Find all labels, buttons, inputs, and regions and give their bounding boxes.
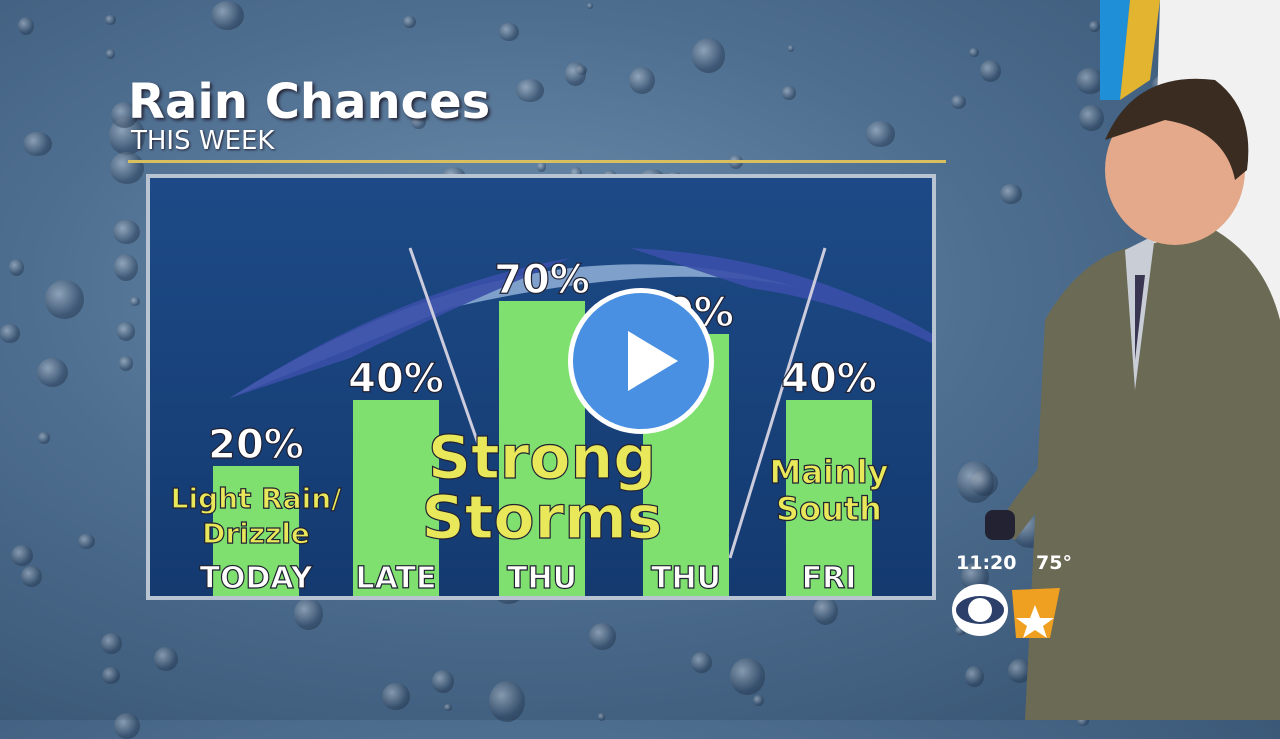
raindrop: [403, 15, 416, 29]
raindrop: [114, 253, 139, 282]
category-label: THU: [651, 561, 721, 596]
raindrop: [106, 49, 115, 59]
bar: [353, 400, 439, 596]
category-label: THU: [507, 561, 577, 596]
raindrop: [729, 657, 765, 696]
category-label: TODAY: [200, 561, 314, 596]
raindrop: [0, 324, 20, 343]
annotation: Storms: [422, 483, 663, 553]
raindrop: [964, 665, 984, 687]
data-label: 40%: [348, 356, 444, 402]
chart-panel: 20%TODAY40%LATETONIGHT70%THUAM60%THUPM40…: [146, 174, 936, 600]
raindrop: [597, 713, 606, 721]
raindrop: [101, 666, 120, 685]
raindrop: [782, 85, 796, 100]
raindrop: [294, 597, 323, 630]
raindrop: [628, 67, 655, 95]
raindrop: [110, 151, 144, 184]
raindrop: [787, 45, 795, 52]
raindrop: [866, 121, 895, 147]
raindrop: [45, 280, 84, 319]
raindrop: [589, 623, 617, 650]
data-label: 70%: [494, 257, 590, 303]
annotation: Light Rain/: [171, 482, 343, 515]
raindrop: [77, 533, 95, 549]
raindrop: [117, 322, 135, 341]
raindrop: [1000, 183, 1022, 205]
annotation: Drizzle: [202, 517, 310, 550]
raindrop: [410, 114, 427, 130]
raindrop: [691, 652, 713, 673]
category-label: TONIGHT: [320, 595, 473, 596]
data-label: 20%: [208, 422, 304, 468]
raindrop: [813, 597, 838, 626]
raindrop: [23, 131, 52, 156]
raindrop: [104, 15, 117, 26]
raindrop: [499, 22, 520, 42]
raindrop: [37, 357, 68, 387]
category-label: PM: [660, 595, 712, 596]
raindrop: [210, 0, 244, 30]
play-button[interactable]: [568, 288, 714, 434]
page-title: Rain Chances: [128, 74, 491, 130]
raindrop: [753, 694, 764, 706]
raindrop: [691, 37, 726, 73]
raindrop: [114, 713, 141, 739]
category-label: AM: [515, 595, 568, 596]
bar: [213, 466, 299, 596]
raindrop: [382, 683, 410, 710]
raindrop: [956, 461, 995, 503]
raindrop: [536, 161, 547, 172]
raindrop: [37, 432, 51, 444]
page-subtitle: THIS WEEK: [131, 126, 275, 156]
bar: [786, 400, 872, 596]
raindrop: [1007, 658, 1031, 683]
raindrop: [586, 2, 593, 9]
raindrop: [112, 219, 141, 244]
raindrop: [432, 669, 454, 693]
temperature-readout: 75°: [1036, 552, 1072, 574]
title-divider: [128, 160, 946, 163]
raindrop: [955, 625, 966, 635]
annotation: South: [776, 490, 882, 528]
raindrop: [489, 681, 526, 723]
raindrop: [980, 60, 1001, 83]
annotation: Strong: [428, 423, 656, 493]
raindrop: [1079, 104, 1104, 132]
raindrop: [951, 94, 967, 109]
raindrop: [18, 16, 35, 36]
data-label: 40%: [781, 356, 877, 402]
category-label: LATE: [356, 561, 437, 596]
raindrop: [118, 356, 134, 371]
raindrop: [8, 259, 25, 277]
raindrop: [443, 703, 452, 712]
raindrop: [130, 297, 141, 307]
raindrop: [516, 78, 544, 103]
raindrop: [564, 62, 587, 86]
raindrop: [1089, 20, 1100, 32]
cbs11-logo: [952, 584, 1060, 638]
meteorologist: [985, 78, 1280, 720]
bar-chart: 20%TODAY40%LATETONIGHT70%THUAM60%THUPM40…: [170, 247, 932, 596]
raindrop: [21, 566, 43, 588]
raindrop: [969, 48, 979, 58]
umbrella-graphic: [230, 247, 932, 559]
category-label: FRI: [802, 561, 857, 596]
raindrop: [100, 632, 122, 654]
annotation: Mainly: [769, 453, 888, 491]
raindrop: [10, 544, 34, 567]
clock-readout: 11:20: [956, 552, 1017, 574]
raindrop: [111, 101, 139, 128]
raindrop: [153, 647, 178, 671]
